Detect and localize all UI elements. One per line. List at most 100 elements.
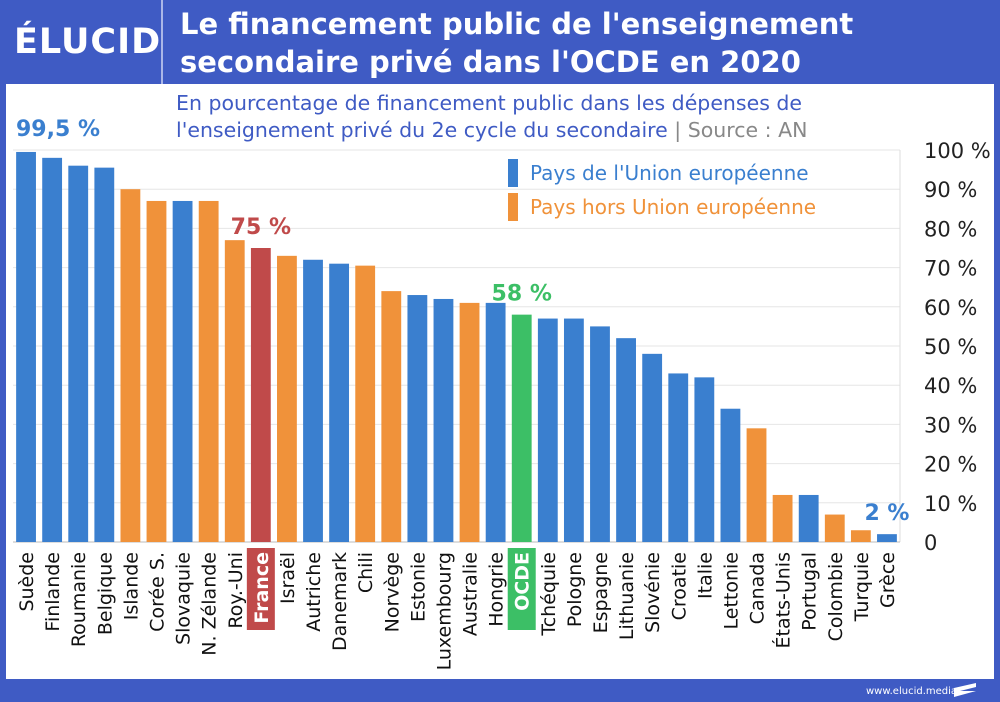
- bar-pologne: [563, 318, 584, 542]
- x-tick-label: Grèce: [877, 552, 899, 608]
- source-label: Source : AN: [687, 118, 808, 142]
- x-tick-label: Suède: [16, 552, 38, 612]
- bar-roy-uni: [224, 240, 245, 542]
- x-tick-label: N. Zélande: [199, 552, 221, 656]
- y-tick-label: 0: [924, 531, 937, 555]
- bar-autriche: [303, 259, 323, 542]
- y-tick-label: 10 %: [924, 492, 977, 516]
- legend-label-non-eu: Pays hors Union européenne: [530, 195, 817, 219]
- elucid-flag-icon: [954, 683, 976, 697]
- bar-danemark: [329, 263, 350, 542]
- bar-slovaquie: [172, 200, 193, 542]
- bar-croatie: [668, 373, 689, 542]
- bar-luxembourg: [433, 298, 454, 542]
- bar-cor-e-s-: [146, 200, 167, 542]
- y-tick-label: 50 %: [924, 335, 977, 359]
- y-tick-label: 40 %: [924, 374, 977, 398]
- x-tick-label: Portugal: [799, 552, 821, 631]
- bar-n-z-lande: [198, 200, 219, 542]
- bar-espagne: [590, 326, 610, 542]
- bar-su-de: [16, 151, 36, 542]
- x-tick-label: Roy.-Uni: [225, 552, 247, 629]
- bar-gr-ce: [877, 534, 897, 542]
- y-tick-label: 20 %: [924, 453, 977, 477]
- x-tick-label: Turquie: [851, 552, 873, 622]
- x-tick-label: Autriche: [303, 552, 325, 632]
- x-tick-label: Belgique: [94, 552, 116, 635]
- x-tick-label: OCDE: [512, 552, 534, 611]
- bar-lettonie: [720, 408, 741, 542]
- x-tick-label: Corée S.: [146, 552, 168, 632]
- bar--tats-unis: [772, 494, 793, 542]
- bar-estonie: [407, 295, 428, 542]
- bar-tch-quie: [537, 318, 558, 542]
- elucid-logo: ÉLUCID: [14, 22, 162, 62]
- bar-turquie: [850, 530, 871, 542]
- header: ÉLUCID Le financement public de l'enseig…: [0, 0, 1000, 84]
- bar-hongrie: [485, 302, 506, 542]
- x-tick-label: Roumanie: [68, 552, 90, 647]
- x-tick-label: Colombie: [825, 552, 847, 641]
- bar-canada: [746, 428, 767, 542]
- data-label: 99,5 %: [16, 117, 100, 142]
- bar-isra-l: [277, 255, 297, 542]
- bar-roumanie: [68, 165, 89, 542]
- bar-slov-nie: [642, 353, 663, 542]
- x-tick-label: Islande: [120, 552, 142, 620]
- legend: Pays de l'Union européenne Pays hors Uni…: [508, 156, 816, 224]
- x-tick-label: Espagne: [590, 552, 612, 633]
- bar-colombie: [824, 514, 845, 542]
- x-tick-label: Lettonie: [720, 552, 742, 629]
- y-tick-label: 70 %: [924, 257, 977, 281]
- x-tick-label: Hongrie: [486, 552, 508, 627]
- legend-swatch-non-eu: [508, 193, 518, 221]
- title-line-1: Le financement public de l'enseignement: [180, 7, 854, 41]
- legend-label-eu: Pays de l'Union européenne: [530, 161, 809, 185]
- x-label-highlight: [507, 548, 536, 630]
- bar-france: [250, 248, 271, 542]
- x-tick-label: Norvège: [381, 552, 403, 632]
- y-tick-label: 60 %: [924, 296, 977, 320]
- x-tick-label: France: [251, 552, 273, 624]
- x-tick-label: Finlande: [42, 552, 64, 632]
- x-tick-label: Croatie: [668, 552, 690, 620]
- y-tick-label: 100 %: [924, 139, 991, 163]
- data-label: 58 %: [492, 282, 552, 307]
- bar-chili: [355, 265, 376, 542]
- bar-ocde: [511, 314, 532, 542]
- x-tick-label: Italie: [694, 552, 716, 599]
- bar-portugal: [798, 494, 819, 542]
- x-tick-label: Tchéquie: [538, 552, 560, 637]
- x-tick-label: Lithuanie: [616, 552, 638, 640]
- x-tick-label: Australie: [460, 552, 482, 636]
- bar-lithuanie: [616, 338, 636, 542]
- footer-url: www.elucid.media: [866, 686, 958, 697]
- chart-title: Le financement public de l'enseignement …: [180, 5, 853, 81]
- subtitle-line-1: En pourcentage de financement public dan…: [176, 91, 803, 115]
- x-label-highlight: [246, 548, 275, 630]
- x-tick-label: Canada: [747, 552, 769, 624]
- bar-norv-ge: [381, 291, 402, 542]
- bar-finlande: [42, 157, 63, 542]
- data-label: 75 %: [231, 215, 291, 240]
- legend-item-eu: Pays de l'Union européenne: [508, 156, 816, 190]
- legend-swatch-eu: [508, 159, 518, 187]
- header-divider: [161, 0, 163, 84]
- legend-item-non-eu: Pays hors Union européenne: [508, 190, 816, 224]
- x-tick-label: Estonie: [407, 552, 429, 622]
- bar-islande: [120, 189, 141, 542]
- x-tick-label: États-Unis: [772, 552, 795, 648]
- x-tick-label: Slovaquie: [173, 552, 195, 645]
- bar-italie: [694, 377, 715, 542]
- subtitle-line-2: l'enseignement privé du 2e cycle du seco…: [176, 118, 668, 142]
- title-line-2: secondaire privé dans l'OCDE en 2020: [180, 45, 801, 79]
- bar-australie: [459, 302, 480, 542]
- x-tick-label: Pologne: [564, 552, 586, 627]
- x-tick-label: Israël: [277, 552, 299, 604]
- data-label: 2 %: [864, 501, 909, 526]
- bar-belgique: [94, 167, 115, 542]
- y-tick-label: 90 %: [924, 178, 977, 202]
- x-tick-label: Slovénie: [642, 552, 664, 633]
- chart-subtitle: En pourcentage de financement public dan…: [176, 90, 807, 144]
